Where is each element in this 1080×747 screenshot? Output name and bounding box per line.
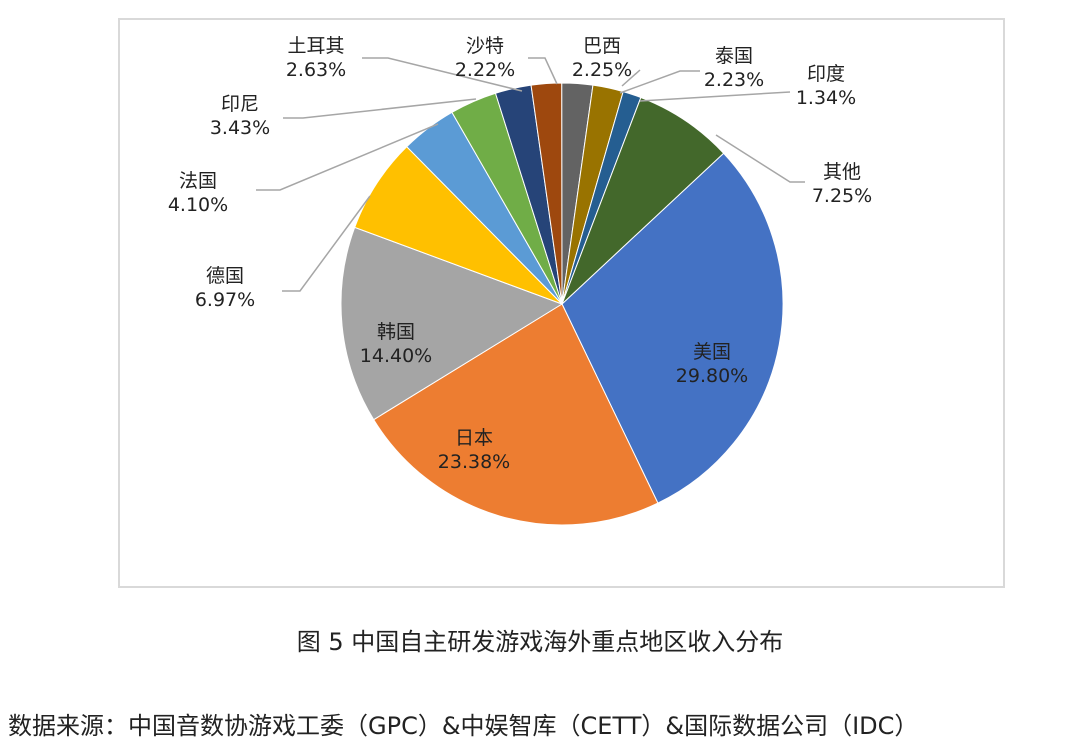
leader-line — [621, 69, 641, 87]
slice-value: 3.43% — [210, 117, 270, 139]
slice-label: 韩国 — [377, 321, 415, 343]
data-source: 数据来源：中国音数协游戏工委（GPC）&中娱智库（CETT）&国际数据公司（ID… — [8, 712, 919, 740]
chart-caption: 图 5 中国自主研发游戏海外重点地区收入分布 — [296, 628, 784, 656]
pie-slice-2 — [372, 303, 659, 526]
slice-value: 14.40% — [360, 345, 432, 367]
chart-frame — [118, 18, 1005, 588]
leader-line — [362, 57, 523, 92]
slice-label: 巴西 — [583, 35, 621, 57]
slice-label: 土耳其 — [287, 35, 344, 57]
slice-label: 德国 — [206, 265, 244, 287]
leader-line — [619, 70, 700, 94]
slice-label: 日本 — [455, 427, 493, 449]
leader-line — [639, 91, 791, 102]
slice-label: 法国 — [179, 170, 217, 192]
slice-value: 2.22% — [455, 59, 515, 81]
slice-value: 29.80% — [676, 365, 748, 387]
slice-value: 4.10% — [168, 194, 228, 216]
slice-label: 印度 — [807, 63, 845, 85]
leader-line — [283, 98, 477, 119]
leader-line — [715, 134, 805, 183]
slice-value: 23.38% — [438, 451, 510, 473]
pie-slice-12 — [561, 96, 725, 305]
leader-line — [256, 123, 439, 191]
slice-value: 2.25% — [572, 59, 632, 81]
leader-line — [528, 57, 558, 85]
slice-value: 1.34% — [796, 87, 856, 109]
slice-value: 2.63% — [286, 59, 346, 81]
slice-label: 印尼 — [221, 93, 259, 115]
slice-label: 沙特 — [466, 35, 504, 57]
slice-label: 泰国 — [715, 45, 753, 67]
slice-value: 2.23% — [704, 69, 764, 91]
slice-value: 7.25% — [812, 185, 872, 207]
slice-label: 其他 — [823, 161, 861, 183]
slice-value: 6.97% — [195, 289, 255, 311]
leader-line — [282, 195, 371, 292]
slice-label: 美国 — [693, 341, 731, 363]
pie-slice-1 — [561, 152, 784, 504]
pie-slice-3 — [340, 226, 564, 421]
